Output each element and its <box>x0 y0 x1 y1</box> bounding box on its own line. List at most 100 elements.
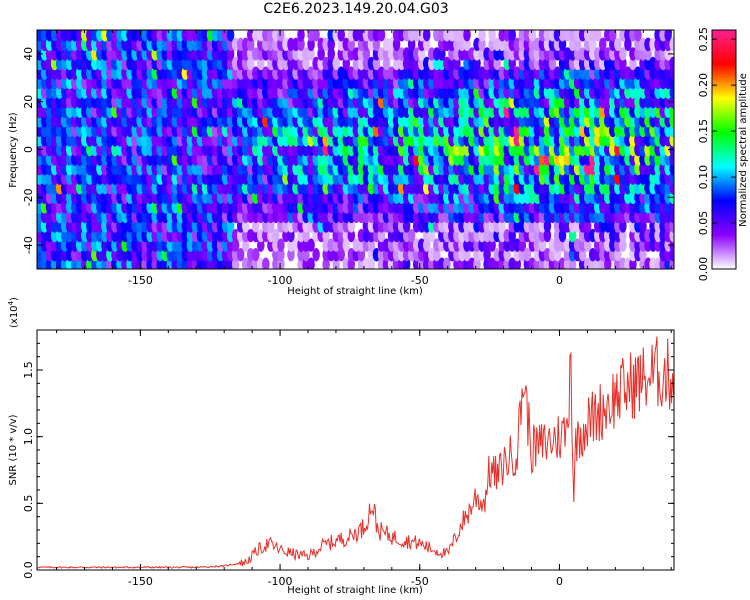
spectrogram-cell <box>453 56 461 71</box>
snr-y-tick-label: 1.5 <box>22 361 35 379</box>
spectrogram-cell <box>478 37 486 52</box>
spectrogram-cell <box>473 56 481 71</box>
spectrogram-cell <box>342 238 351 252</box>
spectrogram-cell <box>488 238 496 252</box>
spectrogram-y-tick-label: 20 <box>22 95 35 109</box>
spectrogram-cell <box>508 30 517 42</box>
spectrogram-cell <box>257 56 265 71</box>
spectrogram-cell <box>493 56 501 71</box>
spectrogram-cell <box>226 30 235 42</box>
spectrogram-cell <box>498 219 506 233</box>
colorbar-tick-label: 0.05 <box>697 211 710 236</box>
spectrogram-cell <box>438 47 446 61</box>
spectrogram-cell <box>568 228 577 243</box>
spectrogram-cell <box>257 238 265 252</box>
spectrogram-cell <box>619 56 627 71</box>
spectrogram-x-tick-label: -100 <box>268 274 293 287</box>
spectrogram-cell <box>246 37 255 52</box>
spectrogram-cell <box>407 228 416 243</box>
snr-y-axis-label: SNR (10 * v/v) <box>8 414 19 485</box>
spectrogram-cell <box>241 219 250 233</box>
spectrogram-cell <box>588 37 597 52</box>
spectrogram-x-tick-label: -50 <box>411 274 429 287</box>
spectrogram-cell <box>307 47 315 61</box>
spectrogram-cell <box>307 238 315 252</box>
spectrogram-cell <box>407 37 416 52</box>
spectrogram-cell <box>573 37 582 52</box>
spectrogram-cell <box>422 30 431 42</box>
spectrogram-cell <box>347 219 356 233</box>
spectrogram-cell <box>508 228 517 243</box>
snr-x-tick-label: -150 <box>128 575 153 588</box>
snr-panel: -150 -100 -50 0 0.0 0.5 1.0 1.5 Height of stra… <box>7 297 675 596</box>
spectrogram-cell <box>478 30 486 42</box>
snr-x-tick-label: -100 <box>268 575 293 588</box>
spectrogram-cell <box>583 238 592 252</box>
spectrogram-cell <box>372 37 381 52</box>
snr-y-multiplier-exp: 4 <box>7 300 15 305</box>
snr-x-ticks: -150 -100 -50 0 <box>56 330 672 588</box>
spectrogram-cell <box>548 56 557 71</box>
spectrogram-cell <box>583 219 592 233</box>
spectrogram-cell <box>287 228 295 243</box>
spectrogram-cell <box>433 247 441 262</box>
spectrogram-cell <box>297 37 305 52</box>
spectrogram-cell <box>312 30 320 42</box>
spectrogram-cell <box>277 30 285 42</box>
spectrogram-cell <box>619 238 627 252</box>
spectrogram-cell <box>347 228 356 243</box>
spectrogram-cell <box>402 219 411 233</box>
snr-y-multiplier-close: ) <box>9 297 20 301</box>
colorbar-tick-label: 0.10 <box>697 165 710 190</box>
spectrogram-cell <box>639 219 647 233</box>
spectrogram-cell <box>267 219 275 233</box>
spectrogram-cell <box>543 219 552 233</box>
colorbar-tick-label: 0.15 <box>697 119 710 144</box>
spectrogram-cell <box>634 30 642 42</box>
spectrogram-cell <box>578 247 587 262</box>
snr-x-axis-label: Height of straight line (km) <box>287 585 423 596</box>
spectrogram-cell <box>362 47 371 61</box>
spectrogram-cell <box>523 247 532 262</box>
spectrogram-cell <box>463 30 471 42</box>
spectrogram-cell <box>251 219 260 233</box>
spectrogram-cell <box>543 228 552 243</box>
spectrogram-cell <box>251 247 260 262</box>
spectrogram-cell <box>377 30 386 42</box>
spectrogram-cell <box>669 56 674 71</box>
spectrogram-cell <box>593 30 602 42</box>
spectrogram-cell <box>367 238 376 252</box>
spectrogram-cell <box>558 228 567 243</box>
spectrogram-cell <box>644 47 652 61</box>
spectrogram-cell <box>538 238 547 252</box>
spectrogram-cell <box>392 37 401 52</box>
spectrogram-cell <box>226 219 235 233</box>
spectrogram-y-ticks: 40 20 0 -20 -40 <box>22 47 674 254</box>
spectrogram-cell <box>664 30 672 42</box>
spectrogram-cell <box>669 37 674 52</box>
spectrogram-y-tick-label: 0 <box>22 146 35 153</box>
snr-y-multiplier-base: (x10 <box>9 305 20 328</box>
spectrogram-cell <box>629 56 637 71</box>
spectrogram-cell <box>598 37 607 52</box>
spectrogram-cell <box>236 247 245 262</box>
spectrogram-cell <box>231 238 240 252</box>
colorbar-bar <box>711 29 737 270</box>
spectrogram-cell <box>337 30 346 42</box>
snr-y-tick-label: 0.5 <box>22 495 35 513</box>
spectrogram-cell <box>302 228 310 243</box>
spectrogram-cell <box>553 247 562 262</box>
colorbar-label: Normalized spectral amplitude <box>738 73 749 227</box>
colorbar-tick-label: 0.25 <box>697 27 710 52</box>
spectrogram-cell <box>528 30 537 42</box>
spectrogram-cell <box>463 37 471 52</box>
colorbar-ticks: 0.00 0.05 0.10 0.15 0.20 0.25 <box>697 27 736 281</box>
spectrogram-cell <box>317 47 325 61</box>
spectrogram-x-tick-label: -150 <box>128 274 153 287</box>
spectrogram-x-tick-label: 0 <box>556 274 563 287</box>
spectrogram-cell <box>287 247 295 262</box>
spectrogram-cell <box>558 37 567 52</box>
spectrogram-cell <box>241 238 250 252</box>
spectrogram-cell <box>503 247 511 262</box>
